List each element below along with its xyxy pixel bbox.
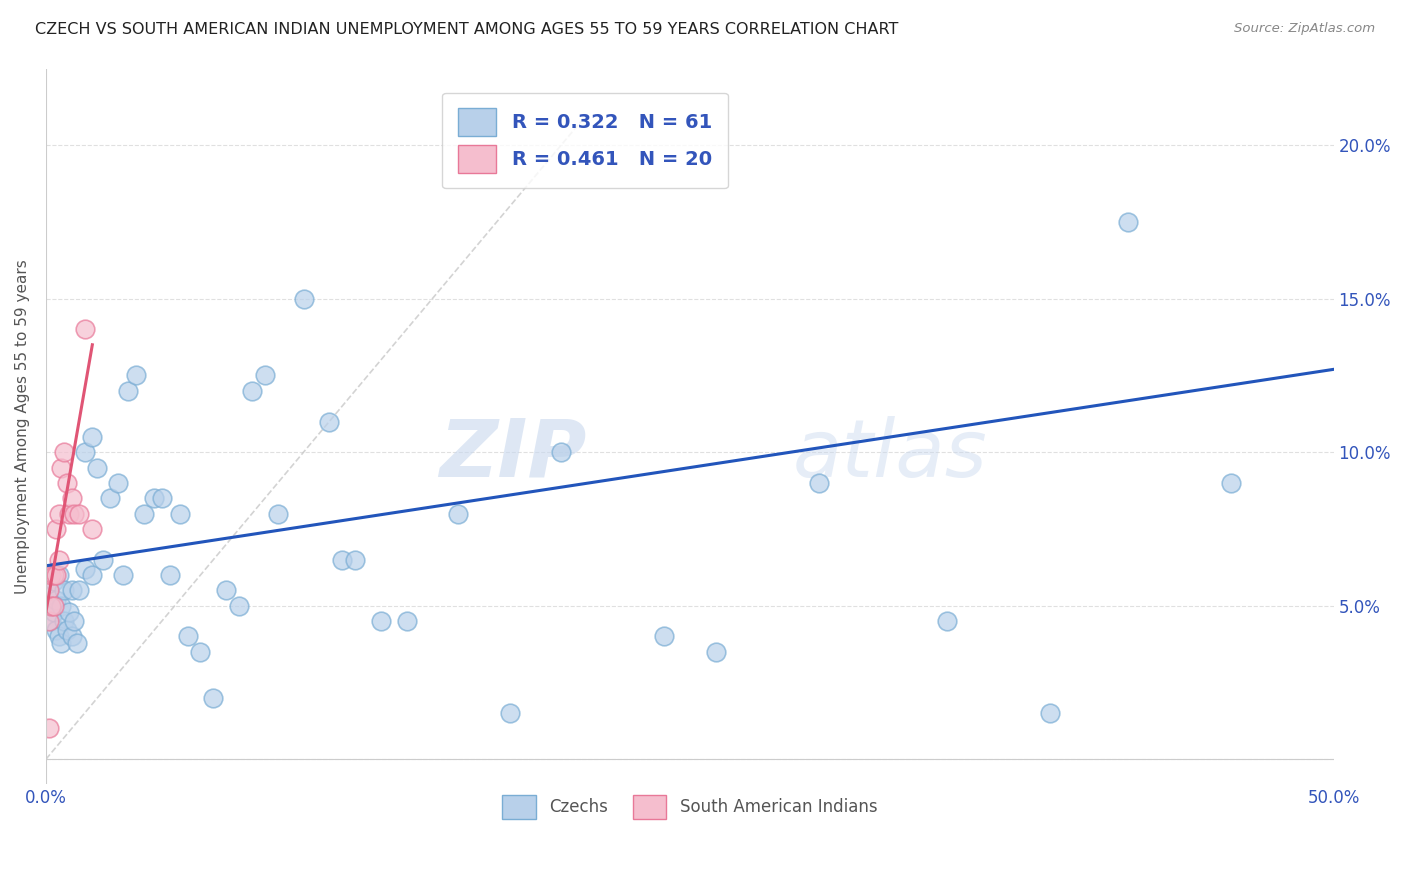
Point <box>82 430 104 444</box>
Point <box>51 599 73 613</box>
Point <box>267 507 290 521</box>
Point <box>125 368 148 383</box>
Point <box>48 568 70 582</box>
Text: CZECH VS SOUTH AMERICAN INDIAN UNEMPLOYMENT AMONG AGES 55 TO 59 YEARS CORRELATIO: CZECH VS SOUTH AMERICAN INDIAN UNEMPLOYM… <box>35 22 898 37</box>
Point <box>240 384 263 398</box>
Point <box>1116 215 1139 229</box>
Point <box>48 629 70 643</box>
Point <box>45 568 67 582</box>
Point <box>63 507 86 521</box>
Point <box>86 460 108 475</box>
Point <box>39 599 62 613</box>
Point <box>38 599 60 613</box>
Text: Source: ZipAtlas.com: Source: ZipAtlas.com <box>1234 22 1375 36</box>
Point <box>498 706 520 720</box>
Point <box>53 583 76 598</box>
Point <box>38 722 60 736</box>
Point <box>66 635 89 649</box>
Point <box>45 624 67 638</box>
Point <box>51 460 73 475</box>
Point <box>45 592 67 607</box>
Point <box>550 445 572 459</box>
Point <box>395 614 418 628</box>
Point <box>112 568 135 582</box>
Point <box>53 614 76 628</box>
Point <box>143 491 166 506</box>
Text: ZIP: ZIP <box>440 416 586 494</box>
Point <box>42 568 65 582</box>
Point <box>292 292 315 306</box>
Point <box>73 562 96 576</box>
Point <box>215 583 238 598</box>
Point <box>69 583 91 598</box>
Point <box>936 614 959 628</box>
Point <box>132 507 155 521</box>
Point <box>69 507 91 521</box>
Point <box>1219 475 1241 490</box>
Point <box>55 475 77 490</box>
Point <box>91 552 114 566</box>
Point <box>38 583 60 598</box>
Legend: Czechs, South American Indians: Czechs, South American Indians <box>496 789 884 825</box>
Point <box>42 605 65 619</box>
Point <box>42 599 65 613</box>
Point <box>228 599 250 613</box>
Point <box>169 507 191 521</box>
Point <box>202 690 225 705</box>
Y-axis label: Unemployment Among Ages 55 to 59 years: Unemployment Among Ages 55 to 59 years <box>15 259 30 593</box>
Point <box>45 522 67 536</box>
Point <box>60 629 83 643</box>
Text: atlas: atlas <box>793 416 987 494</box>
Point <box>58 605 80 619</box>
Point <box>48 552 70 566</box>
Point <box>98 491 121 506</box>
Point <box>63 614 86 628</box>
Point <box>39 568 62 582</box>
Point <box>117 384 139 398</box>
Point <box>39 599 62 613</box>
Point <box>73 322 96 336</box>
Point <box>55 624 77 638</box>
Point <box>60 491 83 506</box>
Point <box>73 445 96 459</box>
Point <box>318 415 340 429</box>
Point <box>807 475 830 490</box>
Point <box>330 552 353 566</box>
Point <box>176 629 198 643</box>
Point <box>107 475 129 490</box>
Point <box>652 629 675 643</box>
Point <box>82 522 104 536</box>
Point <box>38 583 60 598</box>
Point <box>190 645 212 659</box>
Point <box>82 568 104 582</box>
Point <box>447 507 470 521</box>
Point <box>704 645 727 659</box>
Point <box>159 568 181 582</box>
Point <box>53 445 76 459</box>
Point <box>48 507 70 521</box>
Point <box>38 614 60 628</box>
Point <box>60 583 83 598</box>
Point <box>42 574 65 589</box>
Point <box>51 635 73 649</box>
Point <box>253 368 276 383</box>
Point <box>1039 706 1062 720</box>
Point <box>150 491 173 506</box>
Point <box>39 614 62 628</box>
Point <box>370 614 392 628</box>
Point <box>58 507 80 521</box>
Point <box>343 552 366 566</box>
